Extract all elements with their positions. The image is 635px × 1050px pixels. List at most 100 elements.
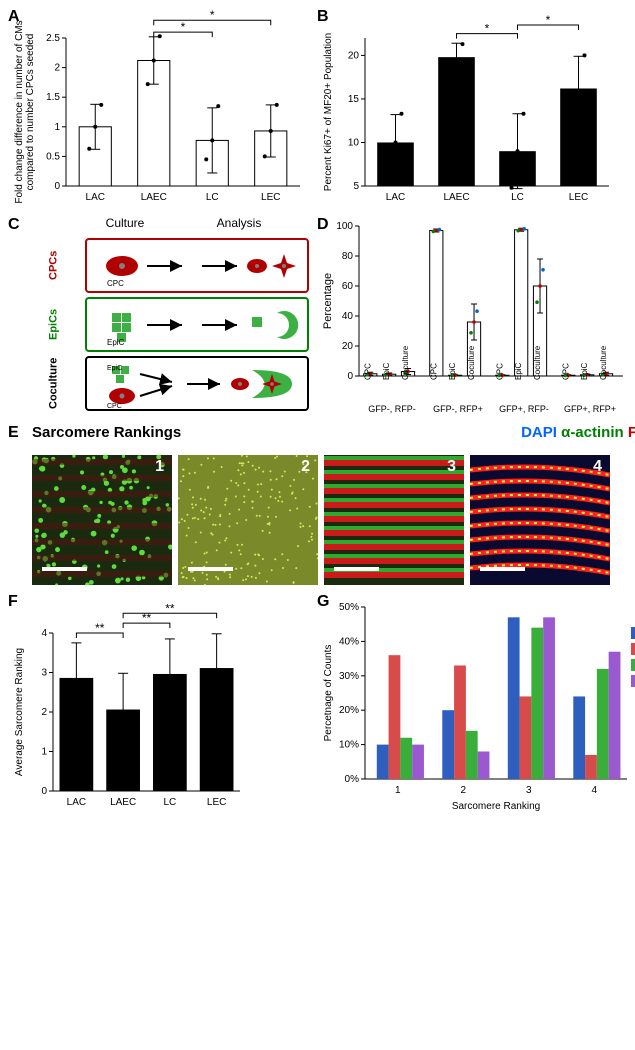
panel-D: D 020406080100PercentageCPCEpiCCoculture… xyxy=(317,216,635,416)
chart-G: 0%10%20%30%40%50%Percetnage of Counts123… xyxy=(317,593,635,813)
svg-text:5: 5 xyxy=(353,181,359,192)
svg-text:0: 0 xyxy=(54,181,60,192)
svg-text:1: 1 xyxy=(395,785,401,796)
svg-text:Percentage: Percentage xyxy=(322,273,334,329)
svg-text:LAC: LAC xyxy=(386,192,405,203)
diagram-C: Culture Analysis CPCs CPC EpiCs EpiC xyxy=(8,216,309,411)
culture-header: Culture xyxy=(85,216,165,234)
svg-text:EpiC: EpiC xyxy=(514,362,523,380)
svg-text:15: 15 xyxy=(348,94,360,105)
panel-label-E: E xyxy=(8,424,19,442)
coculture-row-box: EpiC CPC xyxy=(85,356,309,411)
cpc-diagram: CPC xyxy=(92,242,302,290)
svg-text:Fold change difference in numb: Fold change difference in number of CMs xyxy=(14,20,25,203)
svg-text:GFP-, RFP+: GFP-, RFP+ xyxy=(433,404,483,414)
epic-row-box: EpiC xyxy=(85,297,309,352)
svg-text:*: * xyxy=(546,13,551,27)
svg-text:LEC: LEC xyxy=(261,192,280,203)
svg-text:3: 3 xyxy=(41,668,47,679)
svg-text:GFP+, RFP-: GFP+, RFP- xyxy=(499,404,549,414)
svg-text:80: 80 xyxy=(342,251,354,262)
micrograph-row: 1 2 3 4 xyxy=(8,441,635,585)
svg-text:Sarcomere Ranking: Sarcomere Ranking xyxy=(452,801,540,812)
svg-text:Coculture: Coculture xyxy=(533,345,542,380)
svg-text:2: 2 xyxy=(460,785,466,796)
svg-text:4: 4 xyxy=(41,628,47,639)
panel-label-A: A xyxy=(8,8,20,26)
svg-text:compared to number CPCs seeded: compared to number CPCs seeded xyxy=(25,34,36,191)
micrograph-3: 3 xyxy=(324,455,464,585)
svg-text:20: 20 xyxy=(342,341,354,352)
svg-text:EpiC: EpiC xyxy=(107,338,125,347)
svg-text:Coculture: Coculture xyxy=(599,345,608,380)
svg-text:LC: LC xyxy=(511,192,524,203)
svg-text:LEC: LEC xyxy=(207,797,226,808)
svg-text:*: * xyxy=(485,22,490,36)
svg-text:CPC: CPC xyxy=(107,279,124,288)
svg-text:1: 1 xyxy=(54,122,60,133)
panel-A: A 00.511.522.5Fold change difference in … xyxy=(8,8,309,208)
chart-A: 00.511.522.5Fold change difference in nu… xyxy=(8,8,308,208)
svg-text:1: 1 xyxy=(41,747,47,758)
panel-F: F 01234Average Sarcomere RankingLACLAECL… xyxy=(8,593,248,813)
micrograph-1: 1 xyxy=(32,455,172,585)
svg-text:EpiC: EpiC xyxy=(382,362,391,380)
svg-text:50%: 50% xyxy=(339,602,359,613)
svg-text:3: 3 xyxy=(526,785,532,796)
stain-legend: DAPI α-actinin F-actin xyxy=(521,424,635,441)
sarcomere-title: Sarcomere Rankings xyxy=(32,424,181,441)
svg-text:LEC: LEC xyxy=(569,192,588,203)
svg-text:EpiC: EpiC xyxy=(580,362,589,380)
micrograph-2: 2 xyxy=(178,455,318,585)
svg-text:20: 20 xyxy=(348,50,360,61)
svg-text:LC: LC xyxy=(206,192,219,203)
svg-text:Coculture: Coculture xyxy=(401,345,410,380)
svg-text:0.5: 0.5 xyxy=(46,151,60,162)
svg-text:EpiC: EpiC xyxy=(107,365,122,372)
coculture-diagram: EpiC CPC xyxy=(92,360,302,408)
svg-text:10: 10 xyxy=(348,137,360,148)
svg-text:10%: 10% xyxy=(339,740,359,751)
svg-text:**: ** xyxy=(95,621,105,635)
epic-diagram: EpiC xyxy=(92,301,302,349)
svg-text:EpiC: EpiC xyxy=(448,362,457,380)
micrograph-4: 4 xyxy=(470,455,610,585)
svg-text:1.5: 1.5 xyxy=(46,92,60,103)
svg-text:1: 1 xyxy=(155,458,164,475)
svg-text:Percetnage of Counts: Percetnage of Counts xyxy=(323,645,334,742)
svg-text:**: ** xyxy=(165,601,175,615)
svg-text:LAEC: LAEC xyxy=(443,192,469,203)
svg-text:2: 2 xyxy=(41,707,47,718)
svg-text:Percent Ki67+ of MF20+ Populat: Percent Ki67+ of MF20+ Population xyxy=(323,33,334,191)
panel-label-C: C xyxy=(8,216,20,234)
svg-text:2: 2 xyxy=(301,458,310,475)
svg-text:0%: 0% xyxy=(345,774,360,785)
svg-text:0: 0 xyxy=(347,371,353,382)
svg-text:2: 2 xyxy=(54,63,60,74)
svg-text:3: 3 xyxy=(447,458,456,475)
svg-text:*: * xyxy=(210,8,215,22)
panel-label-G: G xyxy=(317,593,329,611)
chart-B: 5 10 15 20 Percent Ki67+ of MF20+ Population… xyxy=(317,8,617,208)
svg-text:30%: 30% xyxy=(339,671,359,682)
svg-text:Coculture: Coculture xyxy=(467,345,476,380)
svg-text:4: 4 xyxy=(591,785,597,796)
svg-text:CPC: CPC xyxy=(429,363,438,380)
panel-C: C Culture Analysis CPCs CPC EpiCs xyxy=(8,216,309,416)
panel-label-D: D xyxy=(317,216,329,234)
panel-label-F: F xyxy=(8,593,18,611)
svg-text:Average Sarcomere Ranking: Average Sarcomere Ranking xyxy=(14,648,25,776)
cpc-row-box: CPC xyxy=(85,238,309,293)
chart-D: 020406080100PercentageCPCEpiCCocultureGF… xyxy=(317,216,627,416)
svg-text:CPC: CPC xyxy=(107,403,122,408)
svg-text:40: 40 xyxy=(342,311,354,322)
svg-text:4: 4 xyxy=(593,458,602,475)
svg-text:GFP+, RFP+: GFP+, RFP+ xyxy=(564,404,616,414)
svg-text:0: 0 xyxy=(41,786,47,797)
cpc-row-label: CPCs xyxy=(26,238,81,293)
panel-B: B 5101520Percent Ki67+ of MF20+ Populati… xyxy=(317,8,635,208)
chart-F: 01234Average Sarcomere RankingLACLAECLCL… xyxy=(8,593,248,813)
svg-text:LAC: LAC xyxy=(67,797,86,808)
svg-text:GFP-, RFP-: GFP-, RFP- xyxy=(368,404,416,414)
svg-text:60: 60 xyxy=(342,281,354,292)
